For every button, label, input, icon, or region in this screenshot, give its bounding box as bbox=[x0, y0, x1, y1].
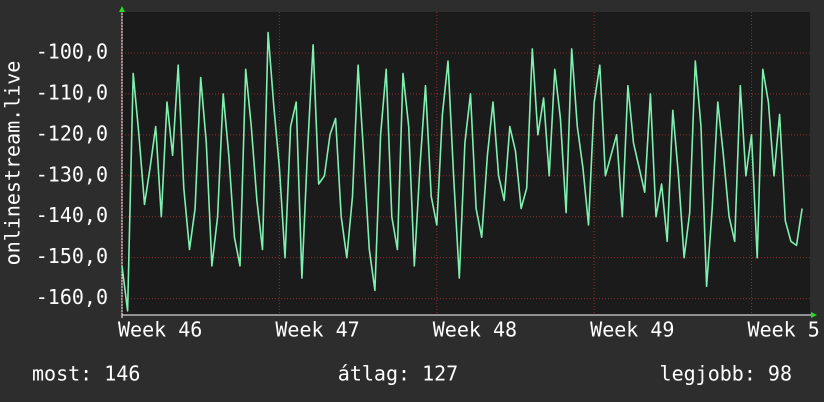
y-tick-label: -110,0 bbox=[36, 80, 108, 104]
y-axis-label: onlinestream.live bbox=[1, 61, 25, 266]
x-tick-label: Week 47 bbox=[275, 318, 359, 342]
y-tick-label: -140,0 bbox=[36, 203, 108, 227]
footer-average: átlag: 127 bbox=[338, 362, 458, 386]
y-tick-label: -130,0 bbox=[36, 162, 108, 186]
data-line bbox=[121, 31, 803, 312]
y-tick-label: -100,0 bbox=[36, 39, 108, 63]
y-tick-label: -150,0 bbox=[36, 244, 108, 268]
x-tick-label: Week 48 bbox=[433, 318, 517, 342]
y-tick-label: -120,0 bbox=[36, 121, 108, 145]
x-tick-label: Week 46 bbox=[118, 318, 202, 342]
y-tick-label: -160,0 bbox=[36, 285, 108, 309]
footer-current: most: 146 bbox=[32, 362, 140, 386]
y-axis-arrow bbox=[119, 6, 125, 12]
footer-best: legjobb: 98 bbox=[660, 362, 792, 386]
x-tick-label: Week 49 bbox=[590, 318, 674, 342]
x-axis-arrow bbox=[811, 312, 817, 318]
x-tick-label: Week 5 bbox=[748, 318, 820, 342]
